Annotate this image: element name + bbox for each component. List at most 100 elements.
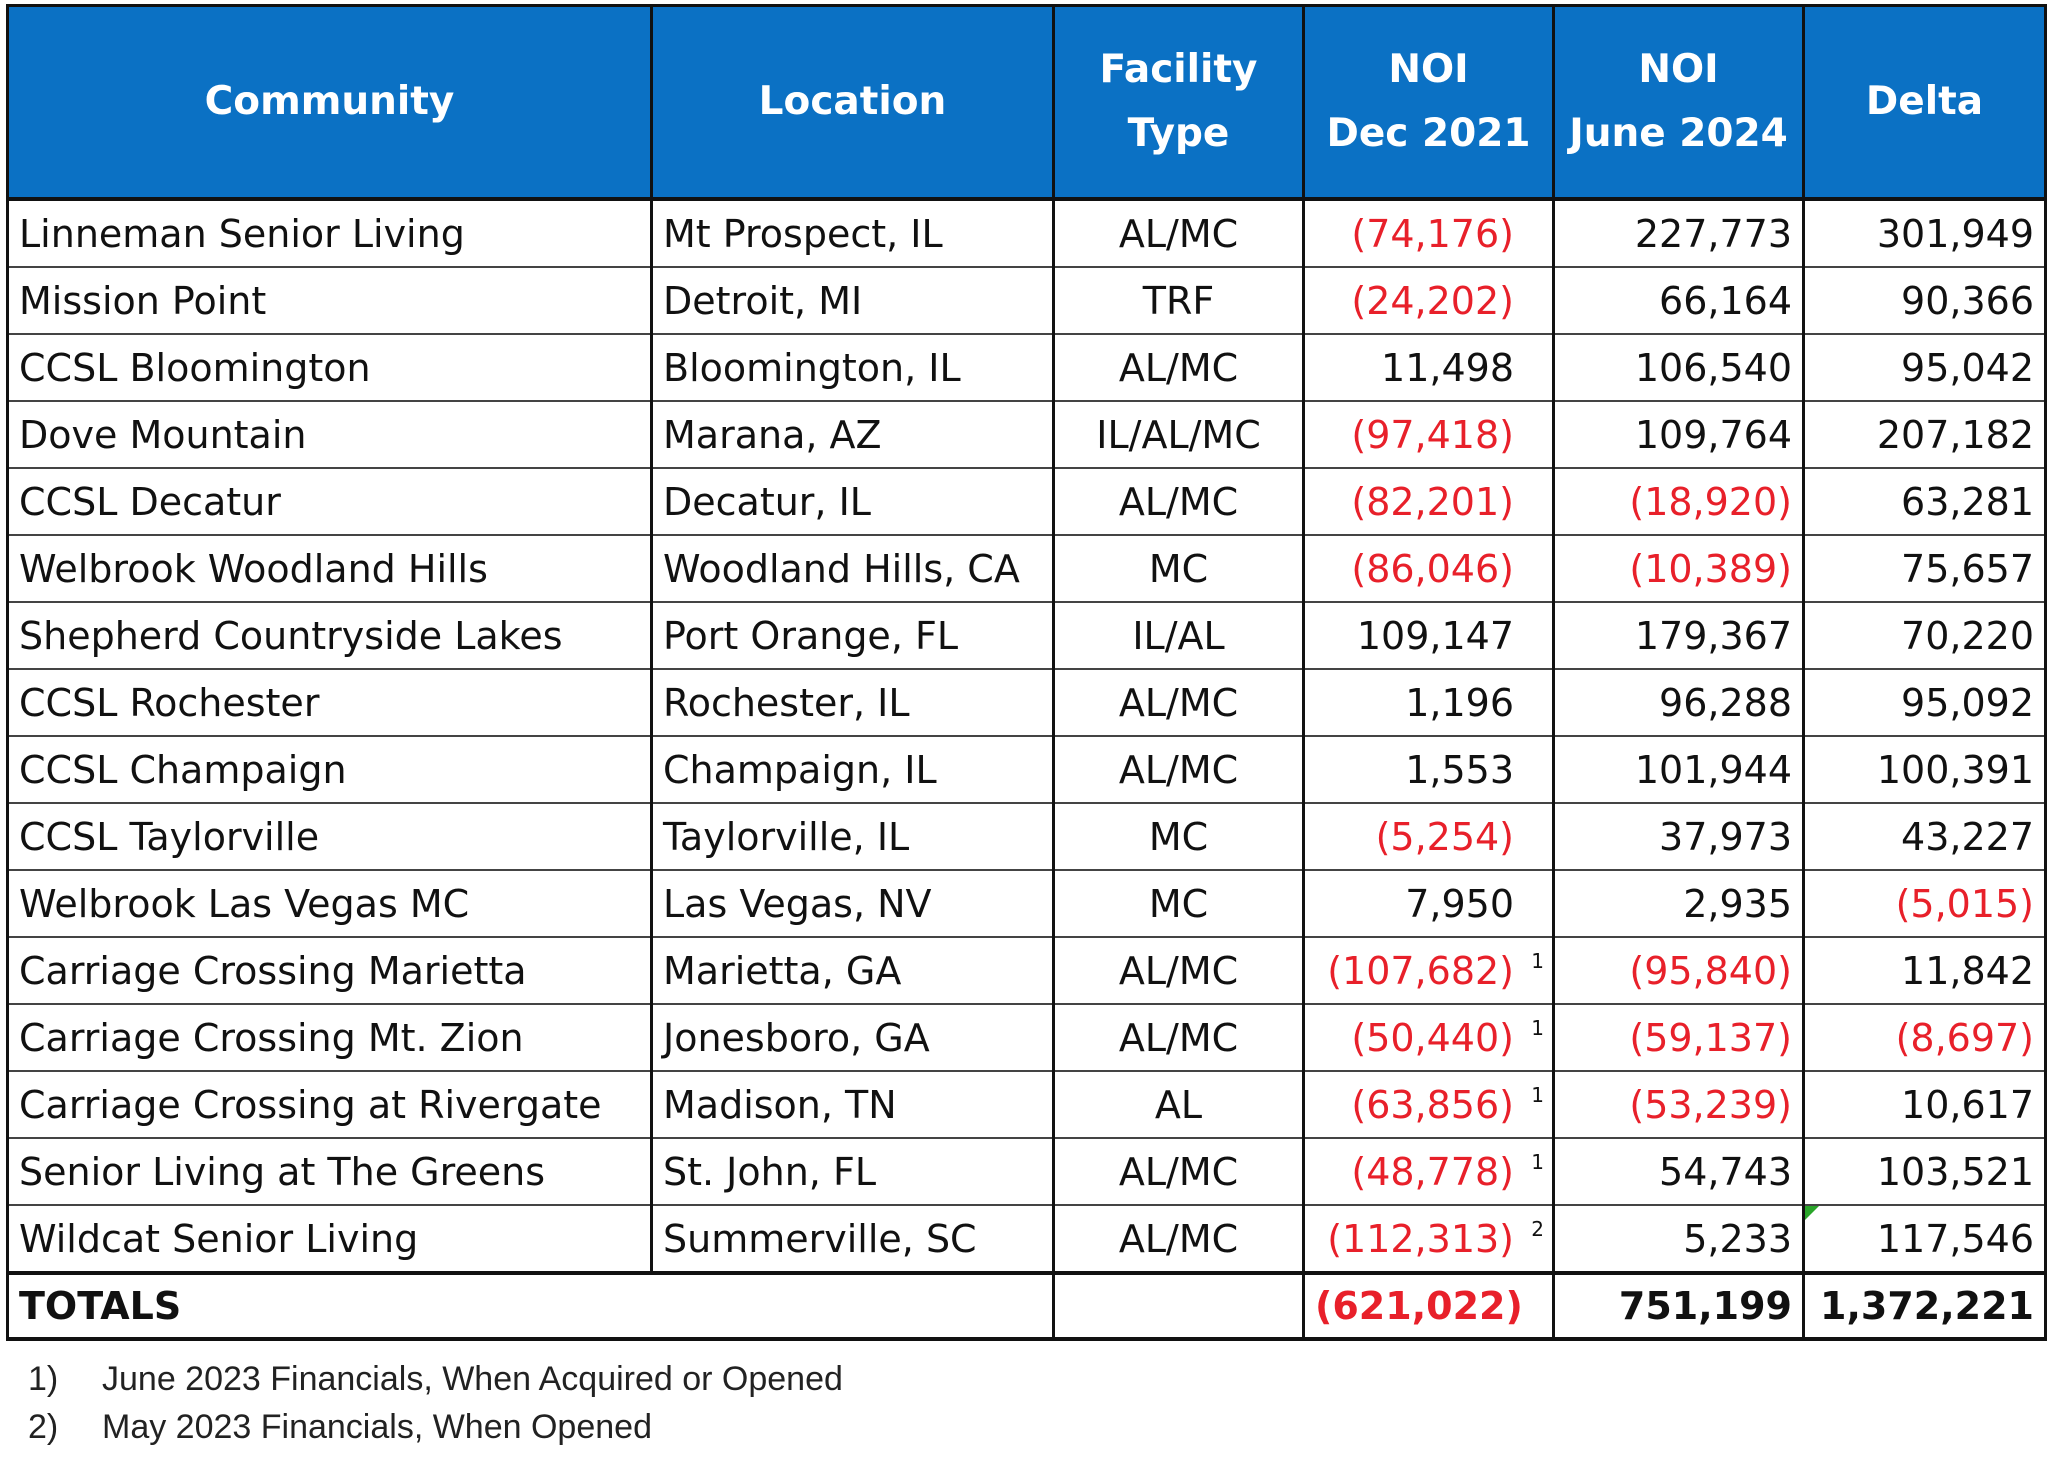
header-noi-dec-2021: NOI Dec 2021 [1302, 4, 1555, 201]
noi-dec-2021-cell: (86,046) [1302, 535, 1555, 603]
header-facility-type: Facility Type [1052, 4, 1305, 201]
facility-type-cell: IL/AL/MC [1052, 401, 1305, 469]
location-cell: Summerville, SC [650, 1205, 1055, 1274]
delta-cell: (8,697) [1802, 1004, 2047, 1072]
noi-dec-2021-value: (48,778) [1351, 1149, 1514, 1194]
noi-comparison-table: Community Location Facility Type NOI Dec… [6, 4, 2047, 1341]
table-row: Wildcat Senior Living Summerville, SC AL/M… [6, 1205, 2047, 1274]
community-cell: CCSL Taylorville [6, 803, 653, 871]
community-cell: Wildcat Senior Living [6, 1205, 653, 1274]
noi-june-2024-cell: 227,773 [1552, 199, 1805, 268]
noi-dec-2021-value: (86,046) [1351, 546, 1514, 591]
footnote-marker: 2 [1531, 1216, 1544, 1241]
location-cell: Bloomington, IL [650, 334, 1055, 402]
noi-dec-2021-value: (107,682) [1327, 948, 1514, 993]
footnote-2: 2) May 2023 Financials, When Opened [28, 1408, 652, 1446]
noi-dec-2021-value: (5,254) [1375, 814, 1514, 859]
delta-value: 63,281 [1901, 479, 2034, 524]
delta-cell: 90,366 [1802, 267, 2047, 335]
facility-type-cell: MC [1052, 803, 1305, 871]
community-cell: Linneman Senior Living [6, 199, 653, 268]
noi-dec-2021-value: 1,553 [1405, 747, 1514, 792]
table-row: CCSL Rochester Rochester, IL AL/MC 1,196 96,… [6, 669, 2047, 737]
table-row: CCSL Decatur Decatur, IL AL/MC (82,201) (18,… [6, 468, 2047, 536]
facility-type-cell: AL/MC [1052, 1138, 1305, 1206]
facility-type-cell: IL/AL [1052, 602, 1305, 670]
community-cell: Carriage Crossing Mt. Zion [6, 1004, 653, 1072]
header-community: Community [6, 4, 653, 201]
delta-value: 90,366 [1901, 278, 2034, 323]
delta-value: 95,042 [1901, 345, 2034, 390]
community-cell: Shepherd Countryside Lakes [6, 602, 653, 670]
noi-june-2024-cell: 54,743 [1552, 1138, 1805, 1206]
noi-dec-2021-cell: 7,950 [1302, 870, 1555, 938]
delta-cell: 117,546 [1802, 1205, 2047, 1274]
noi-dec-2021-cell: (112,313) 2 [1302, 1205, 1555, 1274]
noi-june-2024-cell: (53,239) [1552, 1071, 1805, 1139]
delta-value: 207,182 [1876, 412, 2034, 457]
noi-june-2024-cell: 66,164 [1552, 267, 1805, 335]
footnote-marker: 1 [1531, 948, 1544, 973]
delta-cell: 10,617 [1802, 1071, 2047, 1139]
noi-dec-2021-cell: 1,196 [1302, 669, 1555, 737]
facility-type-cell: AL/MC [1052, 334, 1305, 402]
table-row: CCSL Champaign Champaign, IL AL/MC 1,553 101… [6, 736, 2047, 804]
footnote-marker: 1 [1531, 1149, 1544, 1174]
table-body: Linneman Senior Living Mt Prospect, IL AL/… [6, 199, 2047, 1274]
noi-dec-2021-cell: 109,147 [1302, 602, 1555, 670]
totals-noi-dec-2021: (621,022) [1302, 1271, 1555, 1341]
comment-marker-icon[interactable] [1806, 1206, 1819, 1220]
noi-june-2024-cell: 2,935 [1552, 870, 1805, 938]
table-row: Carriage Crossing at Rivergate Madison, T… [6, 1071, 2047, 1139]
footnote-marker: 1 [1531, 1082, 1544, 1107]
noi-june-2024-cell: (18,920) [1552, 468, 1805, 536]
noi-dec-2021-value: 7,950 [1405, 881, 1514, 926]
community-cell: Welbrook Woodland Hills [6, 535, 653, 603]
noi-june-2024-cell: (10,389) [1552, 535, 1805, 603]
noi-dec-2021-value: (112,313) [1327, 1216, 1514, 1261]
header-row: Community Location Facility Type NOI Dec… [6, 4, 2047, 201]
noi-dec-2021-value: 11,498 [1381, 345, 1514, 390]
noi-june-2024-cell: (95,840) [1552, 937, 1805, 1005]
location-cell: Detroit, MI [650, 267, 1055, 335]
location-cell: Mt Prospect, IL [650, 199, 1055, 268]
noi-dec-2021-cell: (5,254) [1302, 803, 1555, 871]
location-cell: Las Vegas, NV [650, 870, 1055, 938]
noi-dec-2021-value: (97,418) [1351, 412, 1514, 457]
noi-dec-2021-value: (63,856) [1351, 1082, 1514, 1127]
facility-type-cell: MC [1052, 870, 1305, 938]
noi-june-2024-cell: 106,540 [1552, 334, 1805, 402]
delta-value: (8,697) [1895, 1015, 2034, 1060]
noi-june-2024-cell: 96,288 [1552, 669, 1805, 737]
table-row: CCSL Bloomington Bloomington, IL AL/MC 11,4… [6, 334, 2047, 402]
community-cell: Dove Mountain [6, 401, 653, 469]
location-cell: Jonesboro, GA [650, 1004, 1055, 1072]
delta-value: 10,617 [1901, 1082, 2034, 1127]
table-row: Senior Living at The Greens St. John, FL A… [6, 1138, 2047, 1206]
footnotes: 1) June 2023 Financials, When Acquired or… [28, 1355, 843, 1451]
noi-dec-2021-cell: (48,778) 1 [1302, 1138, 1555, 1206]
location-cell: St. John, FL [650, 1138, 1055, 1206]
header-delta: Delta [1802, 4, 2047, 201]
facility-type-cell: AL/MC [1052, 468, 1305, 536]
table-row: Mission Point Detroit, MI TRF (24,202) 66,16… [6, 267, 2047, 335]
location-cell: Madison, TN [650, 1071, 1055, 1139]
header-noi-june-2024: NOI June 2024 [1552, 4, 1805, 201]
facility-type-cell: TRF [1052, 267, 1305, 335]
community-cell: CCSL Rochester [6, 669, 653, 737]
footnote-marker: 1 [1531, 1015, 1544, 1040]
noi-dec-2021-cell: (107,682) 1 [1302, 937, 1555, 1005]
noi-dec-2021-cell: (97,418) [1302, 401, 1555, 469]
noi-dec-2021-value: (74,176) [1351, 211, 1514, 256]
delta-value: 301,949 [1876, 211, 2034, 256]
facility-type-cell: AL/MC [1052, 736, 1305, 804]
community-cell: Mission Point [6, 267, 653, 335]
delta-value: 100,391 [1876, 747, 2034, 792]
delta-cell: 95,092 [1802, 669, 2047, 737]
delta-cell: 43,227 [1802, 803, 2047, 871]
table-row: Dove Mountain Marana, AZ IL/AL/MC (97,418) 1… [6, 401, 2047, 469]
noi-june-2024-cell: 5,233 [1552, 1205, 1805, 1274]
location-cell: Rochester, IL [650, 669, 1055, 737]
delta-cell: 100,391 [1802, 736, 2047, 804]
header-location: Location [650, 4, 1055, 201]
